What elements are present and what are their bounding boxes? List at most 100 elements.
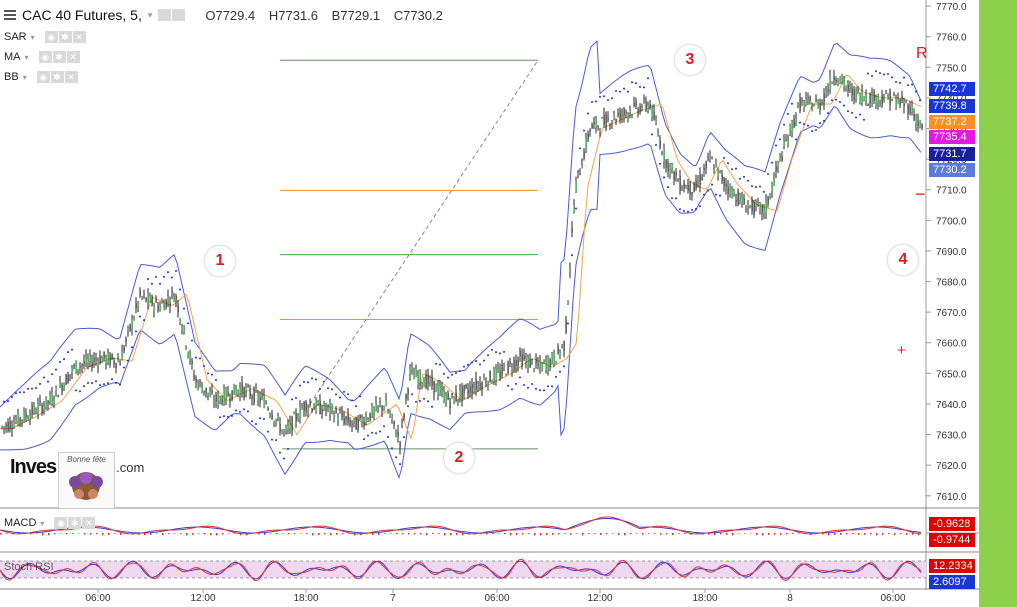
price-tick-label: 7700.0 bbox=[936, 216, 967, 227]
candle-body bbox=[477, 383, 479, 386]
macd-histogram-bar bbox=[192, 533, 194, 535]
candle-body bbox=[489, 371, 491, 382]
candle-body bbox=[129, 324, 131, 331]
macd-histogram-bar bbox=[330, 533, 332, 536]
sar-dot bbox=[867, 72, 869, 75]
menu-icon[interactable] bbox=[4, 10, 16, 20]
candle-body bbox=[15, 419, 17, 422]
candle-body bbox=[883, 101, 885, 103]
side-mark[interactable]: R bbox=[916, 45, 928, 62]
sar-dot bbox=[227, 415, 229, 418]
chevron-down-icon[interactable]: ▾ bbox=[147, 9, 153, 20]
wave-label-1[interactable]: 1 bbox=[204, 245, 236, 277]
indicator-bb[interactable]: BB ▾ ◉ ✱ ✕ bbox=[4, 71, 78, 83]
sar-dot bbox=[319, 387, 321, 390]
candle-body bbox=[39, 400, 41, 402]
macd-histogram-bar bbox=[504, 533, 506, 535]
chevron-down-icon[interactable]: ▾ bbox=[22, 72, 27, 82]
candle-body bbox=[57, 395, 59, 398]
candle-body bbox=[663, 148, 665, 162]
side-mark[interactable]: + bbox=[897, 342, 906, 359]
sar-dot bbox=[699, 205, 701, 208]
symbol-title[interactable]: CAC 40 Futures, 5, bbox=[22, 7, 142, 23]
sar-dot bbox=[715, 193, 717, 196]
chevron-down-icon[interactable]: ▾ bbox=[40, 518, 45, 528]
candle-body bbox=[371, 406, 373, 417]
price-tag: 7735.4 bbox=[929, 130, 975, 144]
macd-histogram-bar bbox=[144, 533, 146, 536]
candle-body bbox=[569, 269, 571, 271]
macd-histogram-bar bbox=[720, 533, 722, 535]
sar-dot bbox=[663, 176, 665, 179]
sar-dot bbox=[391, 447, 393, 450]
indicator-ma[interactable]: MA ▾ ◉ ✱ ✕ bbox=[4, 51, 80, 63]
indicator-stoch[interactable]: Stoch RSI bbox=[4, 561, 54, 573]
wave-label-2[interactable]: 2 bbox=[443, 442, 475, 474]
candle-body bbox=[501, 364, 503, 375]
candle-body bbox=[545, 361, 547, 371]
time-tick-label: 06:00 bbox=[880, 593, 905, 604]
header-controls[interactable] bbox=[158, 9, 186, 21]
candle-body bbox=[55, 387, 57, 391]
sar-dot bbox=[555, 375, 557, 378]
candle-body bbox=[387, 410, 389, 413]
candle-body bbox=[427, 374, 429, 384]
macd-histogram-bar bbox=[744, 533, 746, 534]
indicator-controls[interactable]: ◉ ✱ ✕ bbox=[38, 51, 80, 63]
candle-body bbox=[13, 422, 15, 428]
candle-body bbox=[535, 357, 537, 364]
candle-body bbox=[791, 121, 793, 131]
candle-body bbox=[813, 104, 815, 107]
indicator-controls[interactable]: ◉ ✱ ✕ bbox=[44, 31, 86, 43]
eye-icon: ◉ bbox=[38, 51, 52, 63]
candle-body bbox=[123, 347, 125, 352]
candle-body bbox=[625, 112, 627, 114]
bid-value: B7729.1 bbox=[331, 7, 381, 23]
candle-body bbox=[359, 414, 361, 418]
indicator-sar[interactable]: SAR ▾ ◉ ✱ ✕ bbox=[4, 31, 86, 43]
candle-body bbox=[821, 101, 823, 103]
wave-label-4[interactable]: 4 bbox=[887, 244, 919, 276]
chevron-down-icon[interactable]: ▾ bbox=[30, 32, 35, 42]
candle-body bbox=[191, 360, 193, 364]
candle-body bbox=[773, 179, 775, 186]
candle-body bbox=[277, 415, 279, 418]
sar-dot bbox=[351, 399, 353, 402]
sar-dot bbox=[323, 380, 325, 383]
macd-histogram-bar bbox=[174, 533, 176, 534]
candle-body bbox=[917, 121, 919, 126]
sar-dot bbox=[259, 417, 261, 420]
side-mark[interactable]: − bbox=[915, 184, 926, 204]
macd-histogram-bar bbox=[36, 533, 38, 534]
candle-body bbox=[311, 408, 313, 412]
candle-body bbox=[667, 162, 669, 172]
candle-body bbox=[675, 171, 677, 176]
macd-histogram-bar bbox=[438, 533, 440, 534]
macd-histogram-bar bbox=[834, 533, 836, 535]
indicator-controls[interactable]: ◉ ✱ ✕ bbox=[54, 517, 96, 529]
candle-body bbox=[831, 82, 833, 84]
candle-body bbox=[503, 366, 505, 368]
sar-dot bbox=[27, 387, 29, 390]
sar-dot bbox=[287, 447, 289, 450]
sar-dot bbox=[647, 77, 649, 80]
sar-dot bbox=[99, 384, 101, 387]
macd-histogram-bar bbox=[774, 533, 776, 535]
indicator-macd[interactable]: MACD ▾ ◉ ✱ ✕ bbox=[4, 517, 96, 529]
time-tick-label: 12:00 bbox=[587, 593, 612, 604]
sar-dot bbox=[771, 161, 773, 164]
sar-dot bbox=[307, 381, 309, 384]
macd-histogram-bar bbox=[258, 533, 260, 535]
indicator-controls[interactable]: ◉ ✱ ✕ bbox=[36, 71, 78, 83]
candle-body bbox=[235, 389, 237, 395]
candle-body bbox=[653, 111, 655, 120]
wave-label-3[interactable]: 3 bbox=[674, 44, 706, 76]
candle-body bbox=[351, 423, 353, 425]
candle-body bbox=[641, 108, 643, 110]
sar-dot bbox=[71, 348, 73, 351]
candle-body bbox=[603, 114, 605, 125]
chevron-down-icon[interactable]: ▾ bbox=[24, 52, 29, 62]
candle-body bbox=[173, 297, 175, 302]
gear-icon: ✱ bbox=[50, 71, 64, 83]
